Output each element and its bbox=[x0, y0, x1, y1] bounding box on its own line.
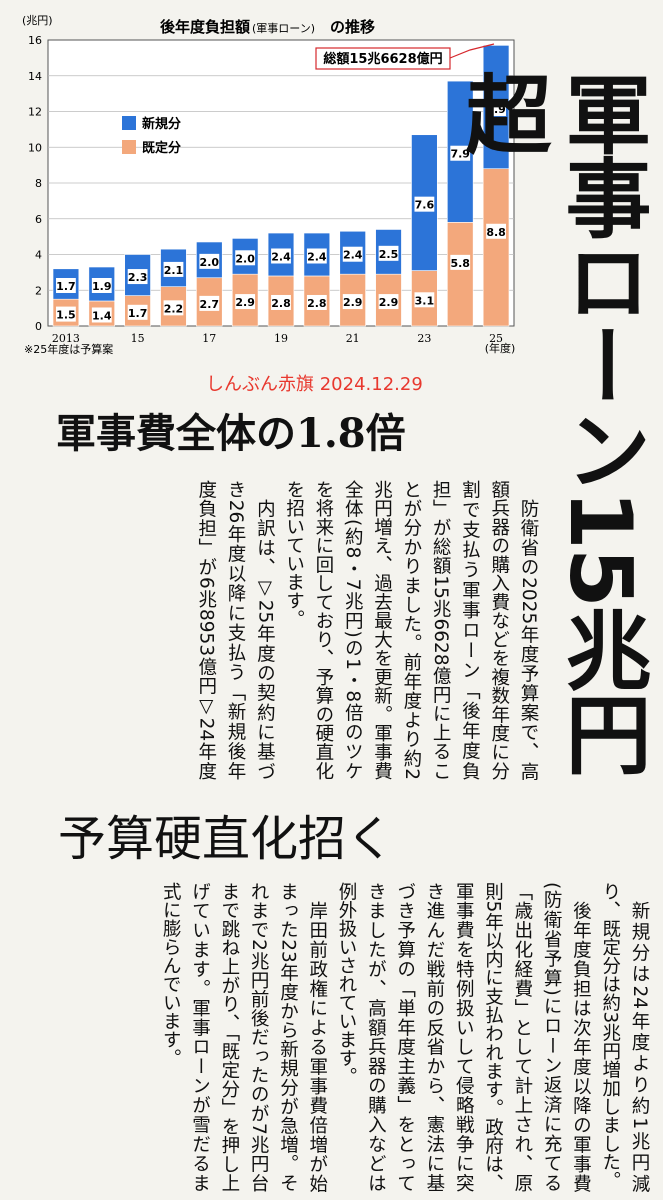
data-label-box bbox=[56, 277, 76, 293]
headline: 軍事ローン15兆円超 bbox=[450, 70, 650, 774]
data-label-new-2015: 2.3 bbox=[128, 271, 148, 284]
data-label-base-2021: 2.9 bbox=[343, 296, 363, 309]
data-label-base-2025: 8.8 bbox=[486, 226, 506, 239]
y-tick-label: 2 bbox=[35, 284, 42, 297]
chart-title: 後年度負担額 bbox=[159, 18, 250, 36]
legend-label: 新規分 bbox=[142, 116, 181, 132]
article-body-upper: 防衛省の2025年度予算案で、高額兵器の購入費などを複数年度に分割で支払う軍事ロ… bbox=[197, 480, 543, 780]
x-tick-label: 21 bbox=[346, 332, 360, 345]
data-label-box bbox=[91, 277, 112, 293]
data-label-box bbox=[414, 292, 435, 308]
data-label-box bbox=[163, 300, 184, 316]
data-label-new-2022: 2.5 bbox=[379, 248, 399, 261]
data-label-new-2017: 2.0 bbox=[200, 256, 220, 269]
data-label-base-2013: 1.5 bbox=[56, 309, 76, 322]
data-label-base-2022: 2.9 bbox=[379, 296, 399, 309]
data-label-box bbox=[127, 269, 148, 285]
bar-base-2025 bbox=[482, 168, 510, 327]
y-tick-label: 4 bbox=[35, 249, 42, 262]
data-label-new-2024: 7.9 bbox=[450, 148, 470, 161]
total-annotation: 総額15兆6628億円 bbox=[315, 43, 495, 70]
x-tick-label: 23 bbox=[417, 332, 431, 345]
subheadline-rigidity: 予算硬直化招く bbox=[58, 811, 395, 867]
data-label-box bbox=[199, 295, 220, 311]
y-tick-label: 6 bbox=[35, 213, 42, 226]
data-label-base-2017: 2.7 bbox=[200, 298, 220, 311]
data-label-new-2016: 2.1 bbox=[164, 264, 184, 277]
x-axis-unit-label: (年度) bbox=[485, 341, 516, 355]
data-label-box bbox=[306, 248, 327, 264]
total-annotation-text: 総額15兆6628億円 bbox=[323, 51, 442, 67]
data-label-box bbox=[306, 294, 327, 310]
data-label-new-2025: 6.9 bbox=[486, 103, 506, 116]
data-label-box bbox=[378, 294, 399, 310]
credit-line: しんぶん赤旗 2024.12.29 bbox=[206, 374, 423, 395]
legend-swatch bbox=[122, 140, 136, 154]
data-label-base-2024: 5.8 bbox=[450, 257, 470, 270]
chart: 後年度負担額 (軍事ローン) の推移 (兆円) 1.5 1.7 1.4 1.9 1.7 2… bbox=[22, 14, 516, 356]
data-label-box bbox=[414, 196, 435, 212]
bar-base-2024 bbox=[447, 222, 474, 327]
data-label-base-2016: 2.2 bbox=[164, 302, 184, 315]
data-label-box bbox=[271, 248, 291, 264]
data-label-box bbox=[271, 294, 291, 310]
data-label-box bbox=[342, 294, 363, 310]
x-tick-label: 25 bbox=[489, 332, 503, 345]
article-paragraph: 内訳は、▽25年度の契約に基づき26年度以降に支払う「新規後年度負担」が6兆89… bbox=[197, 480, 276, 780]
article-paragraph: 岸田前政権による軍事費倍増が始まった23年度から新規分が急増。それまで2兆円前後… bbox=[160, 882, 328, 1192]
y-tick-label: 12 bbox=[28, 106, 42, 119]
article-paragraph: 新規分は24年度より約1兆円減り、既定分は約3兆円増加しました。 bbox=[599, 882, 650, 1192]
article-body-lower: 新規分は24年度より約1兆円減り、既定分は約3兆円増加しました。 後年度負担は次… bbox=[10, 882, 654, 1192]
data-label-box bbox=[199, 253, 220, 269]
chart-title-note: (軍事ローン) bbox=[252, 22, 315, 35]
article-paragraph: 防衛省の2025年度予算案で、高額兵器の購入費などを複数年度に分割で支払う軍事ロ… bbox=[283, 480, 539, 780]
data-label-box bbox=[56, 306, 76, 322]
y-tick-label: 14 bbox=[28, 70, 42, 83]
y-tick-label: 10 bbox=[28, 141, 42, 154]
y-tick-label: 16 bbox=[28, 34, 42, 47]
data-label-new-2023: 7.6 bbox=[415, 199, 435, 212]
total-annotation-leader bbox=[449, 43, 495, 59]
data-label-new-2020: 2.4 bbox=[307, 251, 327, 264]
y-tick-label: 0 bbox=[35, 320, 42, 333]
data-label-box bbox=[486, 101, 506, 117]
data-label-base-2019: 2.8 bbox=[271, 297, 291, 310]
data-label-box bbox=[450, 145, 471, 161]
legend-label: 既定分 bbox=[142, 140, 181, 156]
data-label-base-2015: 1.7 bbox=[128, 307, 148, 320]
data-label-box bbox=[486, 223, 506, 239]
data-label-base-2014: 1.4 bbox=[92, 309, 112, 322]
data-label-base-2020: 2.8 bbox=[307, 297, 327, 310]
data-label-box bbox=[91, 307, 112, 323]
data-label-box bbox=[450, 254, 471, 270]
data-label-new-2019: 2.4 bbox=[271, 251, 291, 264]
chart-title-suffix: の推移 bbox=[330, 18, 375, 36]
data-label-new-2013: 1.7 bbox=[56, 280, 76, 293]
data-label-base-2023: 3.1 bbox=[415, 294, 435, 307]
data-label-box bbox=[163, 261, 184, 277]
x-tick-label: 15 bbox=[131, 332, 145, 345]
x-tick-label: 2013 bbox=[52, 332, 80, 345]
data-label-new-2021: 2.4 bbox=[343, 249, 363, 262]
data-label-box bbox=[127, 304, 148, 320]
x-tick-label: 17 bbox=[202, 332, 216, 345]
data-label-new-2014: 1.9 bbox=[92, 280, 112, 293]
data-label-box bbox=[342, 246, 363, 262]
subheadline-ratio: 軍事費全体の1.8倍 bbox=[56, 410, 406, 457]
legend-swatch bbox=[122, 116, 136, 130]
x-tick-label: 19 bbox=[274, 332, 288, 345]
data-label-box bbox=[235, 294, 256, 310]
data-label-new-2018: 2.0 bbox=[235, 252, 255, 265]
y-axis-unit-label: (兆円) bbox=[22, 14, 53, 27]
data-label-box bbox=[235, 250, 256, 266]
y-tick-label: 8 bbox=[35, 177, 42, 190]
article-paragraph: 後年度負担は次年度以降の軍事費(防衛省予算)にローン返済に充てる「歳出化経費」と… bbox=[336, 882, 592, 1192]
chart-footnote: ※25年度は予算案 bbox=[24, 342, 113, 356]
data-label-base-2018: 2.9 bbox=[235, 296, 255, 309]
data-label-box bbox=[378, 245, 399, 261]
